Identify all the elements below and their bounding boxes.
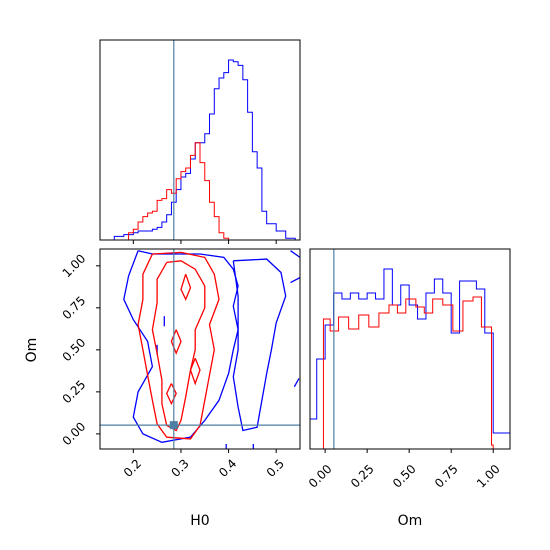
red-contour — [170, 329, 182, 355]
om-marginal-frame — [309, 248, 511, 450]
om-marginal-x-tick-label: 0.25 — [348, 462, 377, 491]
joint-frame — [99, 248, 301, 450]
joint-y-tick-label: 0.75 — [60, 293, 89, 322]
joint-y-tick-label: 0.00 — [60, 419, 89, 448]
om-marginal-x-tick-label: 0.50 — [390, 462, 419, 491]
red-contour — [151, 260, 206, 432]
blue-contour — [293, 378, 300, 388]
red-contour — [165, 383, 177, 406]
red-contour — [180, 273, 192, 302]
blue-contour — [123, 250, 239, 443]
h0-marginal-frame — [99, 39, 301, 241]
red-contour — [137, 251, 220, 440]
h0-red-histogram — [128, 142, 230, 240]
joint-y-tick-label: 0.25 — [60, 377, 89, 406]
joint-x-tick-label: 0.3 — [168, 456, 191, 479]
joint-x-tick-label: 0.2 — [121, 456, 144, 479]
om-red-histogram — [322, 296, 494, 449]
joint-x-tick-label: 0.4 — [216, 456, 239, 479]
om-marginal-x-tick-label: 1.00 — [474, 462, 503, 491]
joint-y-axis-label: Om — [24, 338, 40, 363]
joint-truth-marker — [169, 421, 178, 430]
joint-panel: 0.2 0.3 0.4 0.5 0.00 0.25 0.50 0.75 1.00 H0 Om — [24, 248, 301, 529]
joint-y-tick-label: 1.00 — [60, 251, 89, 280]
om-marginal-x-tick-label: 0.00 — [306, 462, 335, 491]
blue-contour — [290, 277, 300, 284]
red-contour — [189, 357, 201, 386]
om-marginal-x-axis-label: Om — [398, 513, 423, 529]
joint-x-axis-label: H0 — [190, 513, 209, 529]
blue-contour — [232, 258, 287, 432]
h0-blue-histogram — [113, 59, 296, 240]
joint-y-tick-label: 0.50 — [60, 335, 89, 364]
joint-x-tick-label: 0.5 — [264, 456, 287, 479]
h0-marginal-panel — [99, 39, 301, 244]
om-blue-histogram — [310, 268, 510, 449]
om-marginal-panel: 0.00 0.25 0.50 0.75 1.00 Om — [306, 248, 511, 529]
blue-contour — [290, 250, 300, 258]
om-marginal-x-tick-label: 0.75 — [432, 462, 461, 491]
